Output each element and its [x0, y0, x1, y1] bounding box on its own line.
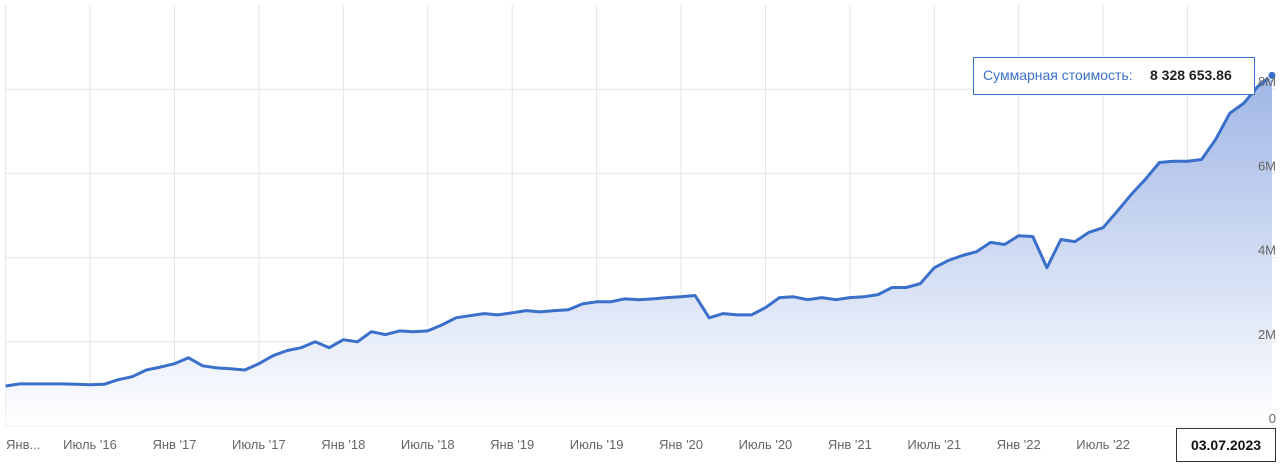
date-box	[1176, 428, 1276, 462]
x-tick-label: Июль '21	[907, 437, 961, 452]
tooltip: Суммарная стоимость: 8 328 653.86	[973, 57, 1255, 95]
x-tick-label: Июль '20	[739, 437, 793, 452]
y-tick-label: 4M	[1258, 243, 1276, 258]
x-tick-label: Янв '20	[659, 437, 703, 452]
area	[5, 75, 1273, 427]
line	[5, 74, 1273, 388]
hover-point	[1267, 70, 1277, 80]
tooltip-value: 8 328 653.86	[1150, 67, 1232, 83]
y-tick-label: 8M	[1258, 74, 1276, 89]
y-tick-label: 6M	[1258, 158, 1276, 173]
x-tick-label: Янв '22	[997, 437, 1041, 452]
y-tick-label: 2M	[1258, 327, 1276, 342]
tooltip-box	[973, 57, 1255, 95]
x-tick-label: Июль '22	[1076, 437, 1130, 452]
x-tick-label: Июль '16	[63, 437, 117, 452]
x-tick-label: Янв '17	[152, 437, 196, 452]
x-tick-label: Янв...	[6, 437, 40, 452]
x-tick-label: Янв '19	[490, 437, 534, 452]
date-label: 03.07.2023	[1191, 437, 1261, 453]
x-tick-label: Янв '18	[321, 437, 365, 452]
y-tick-label: 0	[1269, 411, 1276, 426]
x-tick-label: Июль '17	[232, 437, 286, 452]
x-tick-label: Янв '21	[828, 437, 872, 452]
tooltip-label: Суммарная стоимость:	[983, 67, 1133, 83]
date-badge: 03.07.2023	[1176, 428, 1276, 462]
x-tick-label: Июль '18	[401, 437, 455, 452]
x-tick-label: Июль '19	[570, 437, 624, 452]
